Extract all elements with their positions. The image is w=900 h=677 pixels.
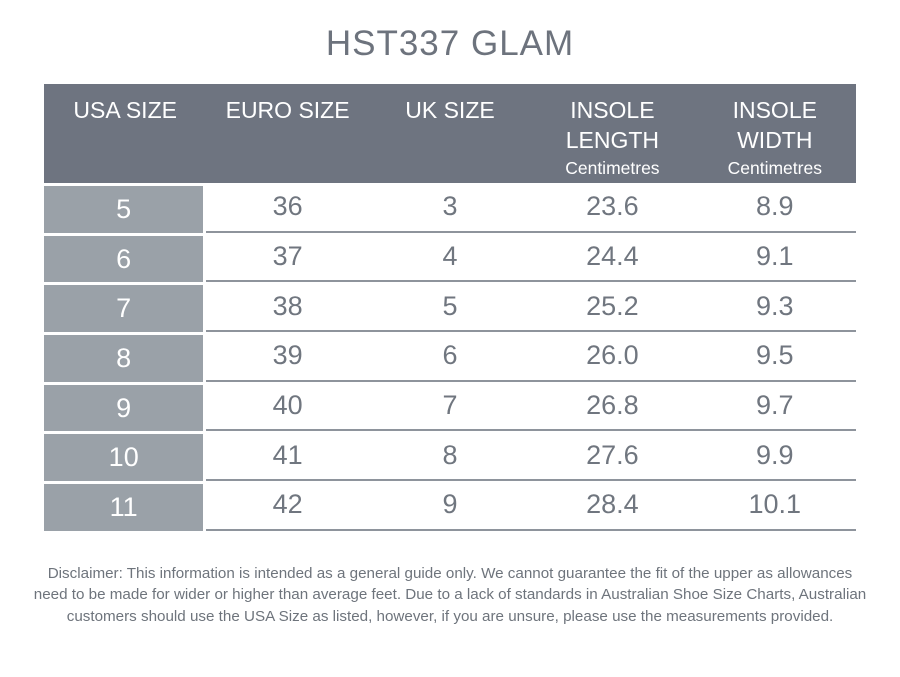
col-header-insole-length: INSOLE LENGTH Centimetres	[531, 84, 694, 183]
insole-width-cell: 9.5	[693, 332, 856, 382]
insole-width-cell: 9.7	[693, 381, 856, 432]
euro-size-cell: 42	[206, 481, 369, 531]
col-header-label: EURO SIZE	[225, 97, 350, 123]
col-header-label: USA SIZE	[73, 97, 177, 123]
insole-width-cell: 9.1	[693, 232, 856, 283]
disclaimer-text: Disclaimer: This information is intended…	[15, 563, 885, 628]
insole-length-cell: 26.8	[531, 381, 694, 432]
insole-length-cell: 25.2	[531, 282, 694, 333]
col-header-euro-size: EURO SIZE	[206, 84, 369, 183]
euro-size-cell: 39	[206, 332, 369, 382]
usa-size-cell: 6	[44, 232, 207, 283]
usa-size-cell: 11	[44, 481, 207, 531]
usa-size-cell: 10	[44, 431, 207, 482]
insole-length-cell: 23.6	[531, 183, 694, 233]
insole-width-cell: 10.1	[693, 481, 856, 531]
col-header-usa-size: USA SIZE	[44, 84, 207, 183]
euro-size-cell: 38	[206, 282, 369, 333]
uk-size-cell: 6	[368, 332, 532, 382]
insole-width-cell: 9.3	[693, 282, 856, 333]
insole-width-cell: 8.9	[693, 183, 856, 233]
col-header-unit: Centimetres	[727, 158, 822, 178]
disclaimer-line: customers should use the USA Size as lis…	[66, 607, 834, 625]
col-header-label: INSOLE WIDTH	[732, 97, 817, 153]
uk-size-cell: 7	[368, 381, 532, 432]
uk-size-cell: 8	[368, 431, 532, 482]
usa-size-cell: 7	[44, 282, 207, 333]
disclaimer-line: Disclaimer: This information is intended…	[47, 564, 853, 582]
usa-size-cell: 9	[44, 381, 207, 432]
uk-size-cell: 3	[368, 183, 532, 233]
size-chart-table: USA SIZE EURO SIZE UK SIZE INSOLE LENGTH…	[44, 84, 856, 531]
euro-size-cell: 41	[206, 431, 369, 482]
insole-length-cell: 24.4	[531, 232, 694, 283]
uk-size-cell: 4	[368, 232, 532, 283]
page-title: HST337 GLAM	[325, 24, 575, 63]
insole-length-cell: 28.4	[531, 481, 694, 531]
insole-width-cell: 9.9	[693, 431, 856, 482]
col-header-insole-width: INSOLE WIDTH Centimetres	[693, 84, 856, 183]
usa-size-cell: 5	[44, 183, 207, 233]
euro-size-cell: 40	[206, 381, 369, 432]
col-header-label: UK SIZE	[405, 97, 495, 123]
usa-size-cell: 8	[44, 332, 207, 382]
col-header-uk-size: UK SIZE	[368, 84, 532, 183]
uk-size-cell: 9	[368, 481, 532, 531]
col-header-label: INSOLE LENGTH	[565, 97, 660, 153]
uk-size-cell: 5	[368, 282, 532, 333]
col-header-unit: Centimetres	[565, 158, 660, 178]
insole-length-cell: 27.6	[531, 431, 694, 482]
disclaimer-line: need to be made for wider or higher than…	[33, 586, 867, 604]
euro-size-cell: 36	[206, 183, 369, 233]
insole-length-cell: 26.0	[531, 332, 694, 382]
euro-size-cell: 37	[206, 232, 369, 283]
size-chart-page: HST337 GLAM USA SIZE EURO SIZE UK SIZE I…	[0, 24, 900, 627]
